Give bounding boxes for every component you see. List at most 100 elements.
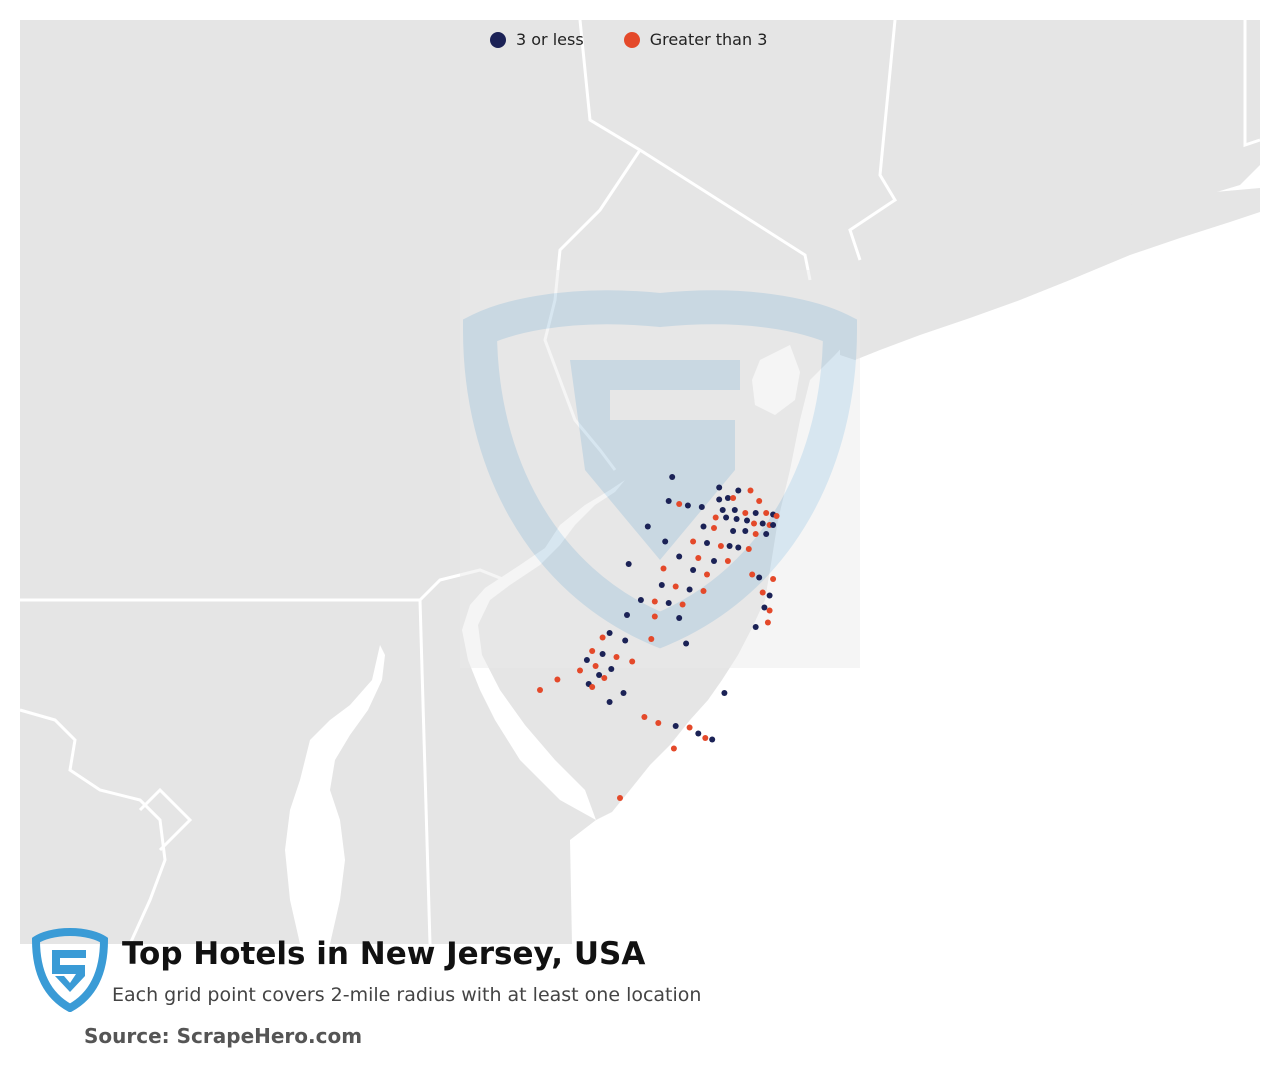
- grid-point-89: [721, 690, 728, 696]
- grid-point-23: [751, 520, 757, 527]
- grid-point-16: [763, 510, 770, 516]
- grid-point-45: [625, 561, 632, 567]
- legend-dot-high: [623, 31, 640, 48]
- long-island: [840, 188, 1260, 360]
- grid-point-83: [601, 675, 608, 681]
- grid-point-12: [719, 507, 726, 513]
- grid-point-74: [589, 648, 596, 654]
- grid-point-3: [747, 487, 754, 494]
- grid-point-94: [686, 724, 693, 731]
- grid-point-50: [756, 574, 763, 581]
- grid-point-98: [670, 745, 677, 752]
- grid-point-93: [672, 723, 679, 729]
- source-credit: Source: ScrapeHero.com: [84, 1024, 363, 1048]
- grid-point-99: [617, 795, 623, 801]
- grid-point-40: [745, 546, 752, 552]
- grid-point-7: [756, 498, 763, 504]
- grid-point-82: [596, 672, 603, 678]
- grid-point-70: [599, 634, 606, 641]
- page-subtitle: Each grid point covers 2-mile radius wit…: [112, 984, 702, 1006]
- legend-label-low: 3 or less: [516, 30, 584, 49]
- grid-point-68: [752, 624, 759, 630]
- grid-point-9: [676, 501, 683, 507]
- grid-point-59: [651, 598, 658, 605]
- grid-point-87: [537, 687, 543, 693]
- grid-point-63: [766, 607, 773, 614]
- grid-point-1: [716, 484, 723, 491]
- legend: 3 or less Greater than 3: [490, 30, 793, 49]
- grid-point-20: [723, 514, 730, 521]
- grid-point-2: [735, 487, 742, 494]
- grid-point-96: [702, 735, 709, 741]
- grid-point-6: [716, 496, 723, 503]
- legend-item-high: Greater than 3: [623, 30, 767, 49]
- grid-point-49: [749, 571, 756, 578]
- grid-point-77: [583, 657, 590, 663]
- grid-point-41: [676, 553, 683, 560]
- grid-point-56: [759, 589, 766, 596]
- grid-point-34: [662, 538, 669, 545]
- grid-point-80: [608, 666, 615, 672]
- grid-point-32: [752, 531, 759, 537]
- watermark-logo: [460, 270, 860, 668]
- grid-point-62: [761, 604, 768, 611]
- grid-point-0: [669, 474, 676, 480]
- grid-point-30: [730, 528, 737, 534]
- grid-point-33: [763, 531, 770, 537]
- ny-bay: [752, 345, 800, 415]
- grid-point-67: [764, 619, 771, 626]
- state-borders: [19, 19, 1261, 945]
- grid-point-88: [620, 690, 627, 696]
- page-title: Top Hotels in New Jersey, USA: [122, 936, 646, 972]
- grid-point-78: [629, 658, 636, 665]
- grid-point-38: [726, 543, 733, 549]
- grid-point-29: [711, 525, 717, 531]
- grid-point-90: [606, 699, 613, 705]
- grid-point-97: [709, 736, 716, 743]
- grid-point-84: [554, 676, 561, 683]
- grid-point-18: [773, 513, 780, 519]
- grid-point-81: [577, 667, 583, 674]
- grid-point-39: [735, 544, 742, 551]
- grid-point-22: [744, 517, 750, 524]
- grid-point-15: [752, 510, 759, 516]
- grid-point-95: [695, 730, 702, 737]
- grid-point-92: [655, 720, 662, 726]
- grid-point-86: [589, 684, 596, 690]
- grid-point-37: [717, 543, 724, 549]
- grid-point-79: [592, 663, 599, 669]
- grid-point-47: [690, 567, 697, 573]
- grid-point-52: [658, 582, 665, 588]
- grid-point-57: [766, 592, 773, 599]
- grid-point-64: [624, 612, 630, 618]
- grid-point-36: [704, 540, 710, 546]
- grid-point-13: [731, 507, 738, 513]
- grid-point-69: [606, 630, 613, 636]
- grid-point-24: [759, 520, 766, 527]
- grid-point-10: [684, 502, 691, 509]
- grid-point-11: [698, 504, 705, 510]
- grid-point-44: [724, 558, 731, 564]
- grid-point-76: [613, 654, 620, 660]
- scrapehero-logo-icon: [31, 928, 109, 1012]
- grid-point-42: [695, 555, 702, 561]
- grid-point-66: [676, 615, 683, 621]
- grid-point-4: [724, 495, 731, 501]
- grid-point-21: [733, 516, 740, 522]
- grid-point-31: [742, 528, 749, 534]
- legend-dot-low: [490, 31, 506, 48]
- grid-point-73: [683, 640, 690, 647]
- grid-point-61: [679, 601, 686, 608]
- grid-point-58: [637, 597, 644, 603]
- grid-point-28: [700, 523, 707, 530]
- grid-point-48: [704, 571, 710, 578]
- grid-point-53: [672, 583, 679, 590]
- grid-point-5: [730, 495, 737, 501]
- grid-point-65: [651, 613, 658, 620]
- grid-point-46: [660, 565, 667, 572]
- grid-point-26: [770, 522, 777, 528]
- grid-point-91: [641, 714, 648, 720]
- grid-point-60: [665, 600, 672, 606]
- ocean: [570, 165, 1260, 944]
- chesapeake-bay: [285, 645, 385, 944]
